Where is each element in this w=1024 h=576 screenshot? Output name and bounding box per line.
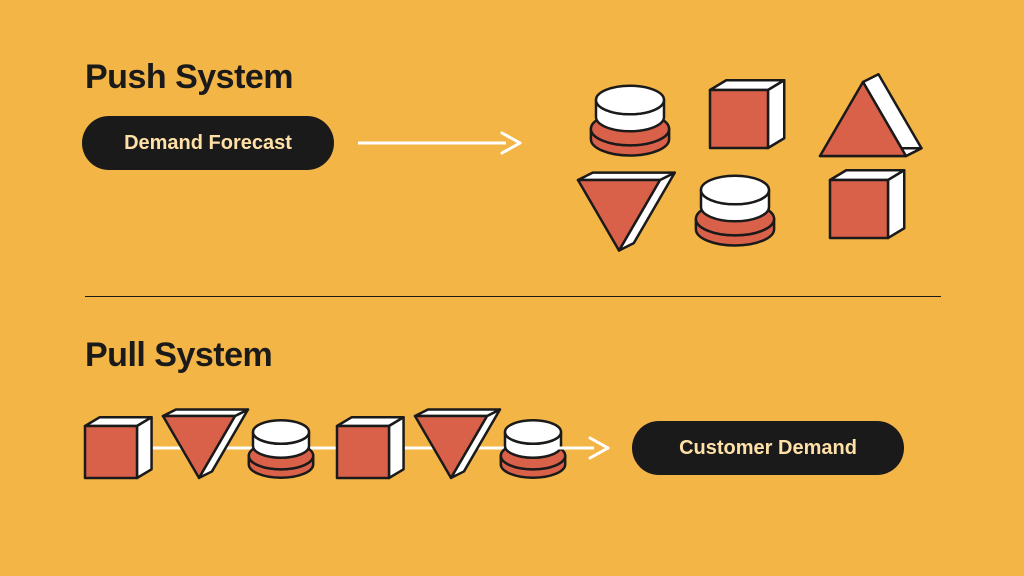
customer-demand-label: Customer Demand (679, 437, 857, 460)
pull-arrow-icon (0, 0, 1024, 576)
infographic-canvas: Push System Demand Forecast Pull System … (0, 0, 1024, 576)
customer-demand-pill: Customer Demand (632, 421, 904, 475)
